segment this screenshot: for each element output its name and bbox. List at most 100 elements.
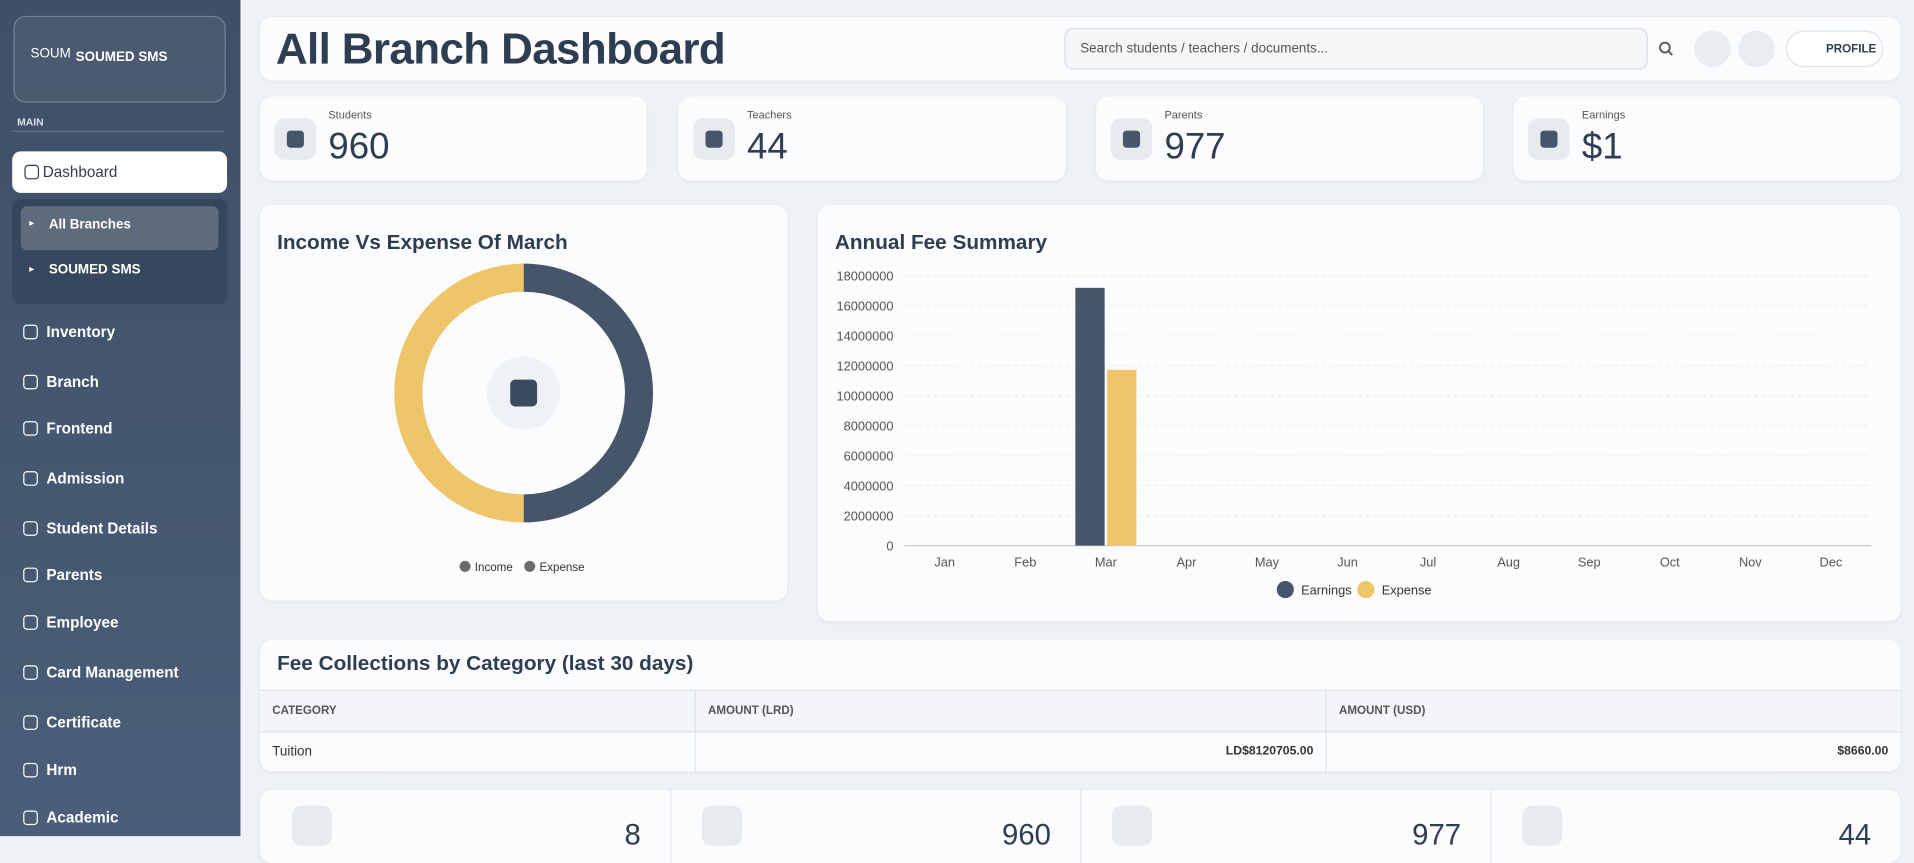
stat-label: Students xyxy=(328,108,372,121)
y-tick-label: 2000000 xyxy=(844,509,894,524)
donut-chart: Income Expense xyxy=(394,263,653,574)
icon xyxy=(23,762,38,778)
y-tick-label: 12000000 xyxy=(837,359,894,374)
x-tick-label: Feb xyxy=(1014,554,1036,569)
y-tick-label: 10000000 xyxy=(837,389,894,404)
stat-icon xyxy=(1110,118,1153,160)
menu-label: Employee xyxy=(46,613,119,632)
stat-value: 44 xyxy=(747,126,788,168)
legend-label: Earnings xyxy=(1301,582,1352,597)
table-cell: $8660.00 xyxy=(1325,731,1901,773)
legend-label: Income xyxy=(475,562,513,574)
stat-value: $1 xyxy=(1581,126,1623,168)
mail-button[interactable] xyxy=(1738,30,1775,68)
table: CATEGORY AMOUNT (LRD) AMOUNT (USD) Tuition L… xyxy=(259,689,1901,773)
menu-label: Admission xyxy=(46,469,125,488)
stat-value: 960 xyxy=(328,126,390,168)
menu-label: Branch xyxy=(46,373,99,391)
x-tick-label: Jul xyxy=(1420,554,1436,569)
summary-value: 977 xyxy=(1412,819,1462,852)
table-card: Fee Collections by Category (last 30 day… xyxy=(259,639,1901,773)
logo-alt: SOUM xyxy=(30,46,71,62)
chart-title: Income Vs Expense Of March xyxy=(277,230,568,254)
sidebar: SOUM SOUMED SMS MAIN Dashboard ▸ All Bra… xyxy=(0,0,241,837)
profile-button[interactable]: PROFILE xyxy=(1785,30,1884,68)
y-tick-label: 16000000 xyxy=(837,299,894,314)
divider xyxy=(12,130,225,132)
summary-value: 8 xyxy=(624,819,641,852)
menu-item[interactable]: Employee xyxy=(23,614,118,631)
x-tick-label: Oct xyxy=(1660,554,1680,569)
menu-item[interactable]: Hrm xyxy=(23,762,77,779)
divider xyxy=(1080,789,1082,863)
search-input[interactable]: Search students / teachers / documents..… xyxy=(1064,28,1648,70)
summary-icon xyxy=(1111,805,1153,846)
chart-title: Annual Fee Summary xyxy=(834,230,1048,254)
bar xyxy=(1107,369,1137,546)
stat-icon xyxy=(274,118,317,160)
menu-label: Frontend xyxy=(46,419,113,437)
menu-item[interactable]: Parents xyxy=(23,566,102,583)
x-tick-label: Jun xyxy=(1337,554,1358,569)
submenu-highlight xyxy=(20,206,219,251)
icon xyxy=(23,567,38,583)
menu-label: Hrm xyxy=(46,761,77,779)
menu-label: Inventory xyxy=(46,323,116,341)
table-header-bg xyxy=(259,690,1901,733)
icon xyxy=(23,715,38,730)
icon xyxy=(23,521,38,536)
bell-button[interactable] xyxy=(1694,30,1731,68)
x-tick-label: Dec xyxy=(1820,554,1843,569)
x-tick-label: Apr xyxy=(1176,554,1197,569)
table-title: Fee Collections by Category (last 30 day… xyxy=(277,651,694,675)
stat-value: 977 xyxy=(1164,126,1226,168)
submenu-item[interactable]: All Branches xyxy=(48,217,131,232)
icon xyxy=(24,164,40,180)
menu-item[interactable]: Student Details xyxy=(23,520,157,537)
x-tick-label: Jan xyxy=(934,554,955,569)
x-tick-label: Mar xyxy=(1095,554,1118,569)
summary-icon xyxy=(701,805,743,846)
stat-card: Earnings $1 xyxy=(1513,96,1901,181)
search-placeholder: Search students / teachers / documents..… xyxy=(1080,41,1329,57)
brand: SOUMED SMS xyxy=(75,50,168,65)
summary-value: 960 xyxy=(1002,819,1051,852)
summary-value: 44 xyxy=(1838,819,1872,852)
search-icon[interactable] xyxy=(1658,40,1675,57)
table-cell: Tuition xyxy=(272,744,312,760)
menu-active[interactable]: Dashboard xyxy=(12,151,228,193)
profile-label: PROFILE xyxy=(1826,42,1877,57)
menu-item[interactable]: Academic xyxy=(23,809,118,826)
icon xyxy=(23,374,38,390)
table-header: AMOUNT (LRD) xyxy=(694,690,1326,732)
menu-label: Academic xyxy=(46,809,119,827)
table-header: CATEGORY xyxy=(272,704,337,718)
bar-card: Annual Fee Summary 0 2000000 4000000 600000… xyxy=(817,205,1901,622)
menu-label: Card Management xyxy=(46,664,179,682)
menu-item[interactable]: Card Management xyxy=(23,664,179,682)
bar xyxy=(1075,287,1105,546)
menu-label: Parents xyxy=(46,566,103,584)
menu-item[interactable]: Certificate xyxy=(23,714,121,731)
y-tick-label: 14000000 xyxy=(837,329,894,344)
y-tick-label: 6000000 xyxy=(844,449,894,464)
stat-card: Teachers 44 xyxy=(678,96,1066,181)
header: All Branch Dashboard Search students / t… xyxy=(259,17,1901,81)
menu-item[interactable]: Inventory xyxy=(23,323,116,341)
submenu-item[interactable]: SOUMED SMS xyxy=(48,262,141,278)
table-cell: LD$8120705.00 xyxy=(694,731,1326,773)
stat-label: Parents xyxy=(1164,108,1203,121)
donut-segment xyxy=(523,263,653,523)
menu-item[interactable]: Branch xyxy=(23,374,99,391)
menu-item[interactable]: Admission xyxy=(23,470,124,487)
stat-card: Students 960 xyxy=(259,96,647,181)
menu-item[interactable]: Frontend xyxy=(23,419,113,437)
icon xyxy=(23,665,38,680)
menu-label: Student Details xyxy=(46,519,158,538)
center-logo-mark xyxy=(510,379,538,407)
x-tick-label: Sep xyxy=(1578,554,1601,569)
stat-label: Earnings xyxy=(1581,108,1626,121)
donut-segment xyxy=(394,263,524,523)
